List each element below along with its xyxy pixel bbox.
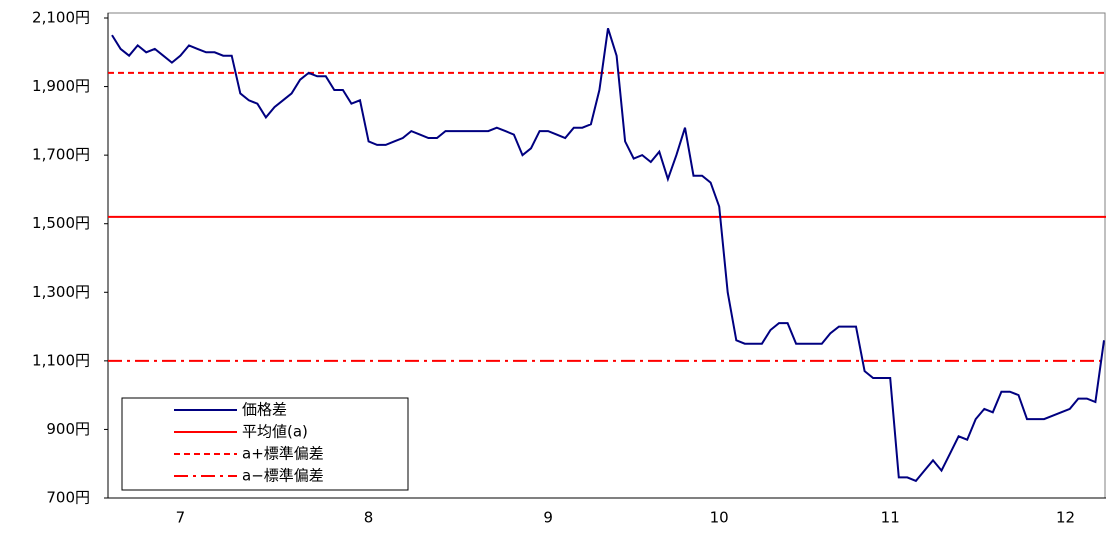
legend-label: a+標準偏差 xyxy=(242,445,324,463)
y-tick-label: 1,900円 xyxy=(32,77,90,95)
y-tick-label: 900円 xyxy=(46,420,90,438)
x-tick-label: 7 xyxy=(176,509,186,527)
y-tick-label: 1,100円 xyxy=(32,351,90,369)
x-tick-label: 11 xyxy=(881,509,900,527)
legend-label: a−標準偏差 xyxy=(242,467,324,485)
y-tick-label: 1,700円 xyxy=(32,146,90,164)
y-tick-label: 2,100円 xyxy=(32,9,90,27)
x-tick-label: 10 xyxy=(710,509,729,527)
x-tick-label: 12 xyxy=(1056,509,1075,527)
x-tick-label: 8 xyxy=(364,509,374,527)
legend-label: 価格差 xyxy=(242,401,287,419)
y-tick-label: 700円 xyxy=(46,489,90,507)
y-tick-label: 1,500円 xyxy=(32,214,90,232)
legend-box xyxy=(121,397,409,491)
price-line xyxy=(111,28,1105,483)
x-tick-label: 9 xyxy=(543,509,553,527)
legend-label: 平均値(a) xyxy=(242,423,308,441)
y-tick-label: 1,300円 xyxy=(32,283,90,301)
